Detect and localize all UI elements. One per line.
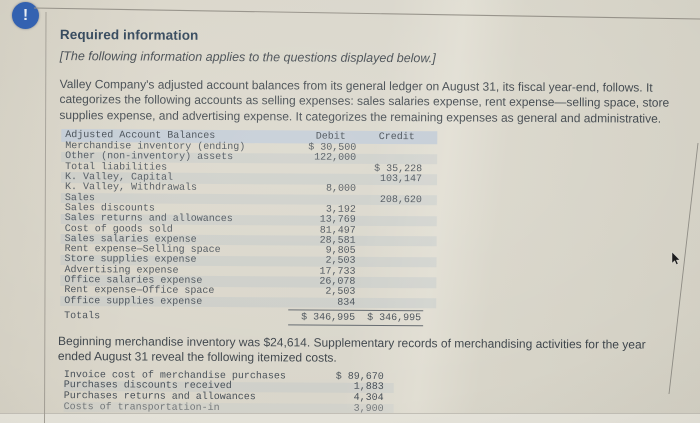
supplement-paragraph: Beginning merchandise inventory was $24,…	[57, 333, 646, 366]
totals-label: Totals	[64, 310, 101, 323]
debit-header: Debit	[315, 131, 346, 143]
debit-cell: 122,000	[314, 153, 357, 165]
totals-bottom-rule	[288, 324, 424, 327]
itemized-costs-table: Invoice cost of merchandise purchases $ …	[64, 370, 394, 415]
exclamation-icon: !	[22, 6, 29, 24]
intro-paragraph: Valley Company's adjusted account balanc…	[59, 76, 670, 126]
debit-cell: 8,000	[325, 183, 357, 196]
credit-header: Credit	[378, 131, 415, 143]
required-info-alert-badge: !	[12, 2, 39, 29]
table-row: Office supplies expense 834	[60, 295, 437, 309]
adjusted-balances-table: Adjusted Account Balances Debit Credit M…	[60, 129, 438, 327]
totals-debit: $ 346,995	[301, 312, 356, 324]
applies-note: [The following information applies to th…	[59, 48, 436, 66]
account-cell: Office supplies expense	[64, 295, 203, 308]
page-title: Required information	[59, 26, 199, 43]
debit-cell: 834	[337, 297, 356, 309]
credit-cell: 103,147	[379, 174, 423, 186]
credit-cell: 208,620	[379, 194, 422, 206]
totals-credit: $ 346,995	[367, 312, 422, 324]
viewport-bottom-edge	[0, 413, 700, 423]
totals-row: Totals $ 346,995 $ 346,995	[60, 310, 436, 324]
